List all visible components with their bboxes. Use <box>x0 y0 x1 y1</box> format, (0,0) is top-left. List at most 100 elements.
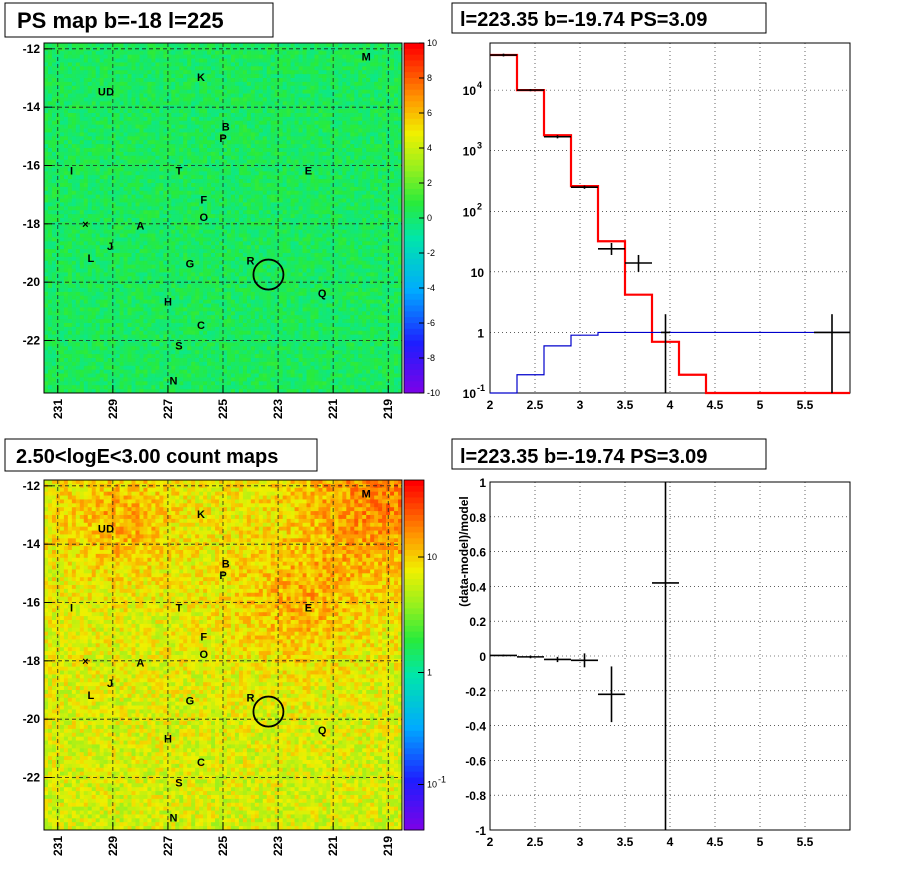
y-tick-label: -22 <box>23 334 41 348</box>
y-tick-label: -0.4 <box>465 720 486 734</box>
x-tick-label: 229 <box>106 836 120 856</box>
colorbar-step <box>404 544 424 551</box>
colorbar-step <box>404 188 424 196</box>
data-point <box>625 254 652 272</box>
colorbar-step <box>404 358 424 365</box>
source-label: K <box>197 72 205 84</box>
source-label: Q <box>318 288 327 300</box>
x-tick-label: 231 <box>51 836 65 856</box>
colorbar-tick-exp: -1 <box>438 775 446 785</box>
y-tick-label: 0.8 <box>469 511 486 525</box>
colorbar-step <box>404 602 424 609</box>
colorbar-step <box>404 491 424 498</box>
colorbar-step <box>404 695 424 703</box>
colorbar-tick-label: 10 <box>427 38 437 48</box>
colorbar-step <box>404 567 424 574</box>
y-tick-label: -20 <box>23 712 41 726</box>
ps-map-title-box: PS map b=-18 l=225 <box>4 2 274 38</box>
colorbar-step <box>404 550 424 557</box>
colorbar-step <box>404 608 424 615</box>
colorbar-step <box>404 247 424 254</box>
colorbar-tick-label: 10 <box>427 780 437 790</box>
y-tick-label: -14 <box>23 537 41 551</box>
source-label: Q <box>318 725 327 737</box>
colorbar-step <box>404 323 424 330</box>
y-tick-label: 10 <box>463 84 477 98</box>
source-label: A <box>136 658 144 670</box>
colorbar-step <box>404 60 424 67</box>
y-tick-exp: -1 <box>477 383 485 393</box>
colorbar-tick-label: 4 <box>427 143 432 153</box>
colorbar-step <box>404 555 424 563</box>
colorbar-step <box>404 66 424 73</box>
source-label: B <box>222 559 230 571</box>
colorbar-step <box>404 526 424 533</box>
colorbar-step <box>404 305 424 312</box>
source-label: G <box>186 696 195 708</box>
cross-marker: × <box>82 656 88 668</box>
data-point <box>490 53 517 57</box>
colorbar-step <box>404 253 424 260</box>
colorbar-step <box>404 818 424 825</box>
colorbar-tick-label: 10 <box>427 552 437 562</box>
colorbar-step <box>404 177 424 184</box>
colorbar-step <box>404 375 424 382</box>
colorbar-step <box>404 573 424 580</box>
colorbar-step <box>404 620 424 627</box>
y-tick-label: 1 <box>477 326 484 340</box>
y-tick-label: 0.6 <box>469 546 486 560</box>
colorbar-step <box>404 783 424 790</box>
x-tick-label: 3 <box>577 398 584 412</box>
residual-title: l=223.35 b=-19.74 PS=3.09 <box>460 446 707 468</box>
colorbar-step <box>404 649 424 656</box>
cross-marker: × <box>82 219 88 231</box>
y-tick-label: 0 <box>479 650 486 664</box>
y-tick-label: -14 <box>23 100 41 114</box>
x-tick-label: 2.5 <box>527 398 544 412</box>
selected-source-circle <box>252 258 285 291</box>
source-label: C <box>197 757 205 769</box>
colorbar-step <box>404 124 424 131</box>
colorbar-step <box>404 666 424 673</box>
colorbar-step <box>404 328 424 336</box>
colorbar-step <box>404 43 424 50</box>
selected-source-circle <box>252 695 285 728</box>
y-tick-label: -12 <box>23 42 41 56</box>
colorbar-step <box>404 631 424 638</box>
colorbar-step <box>404 585 424 592</box>
source-label: S <box>175 340 182 352</box>
colorbar-step <box>404 107 424 114</box>
source-label: H <box>164 734 172 746</box>
colorbar-step <box>404 113 424 120</box>
colorbar-step <box>404 672 424 679</box>
colorbar-step <box>404 54 424 61</box>
source-label: C <box>197 320 205 332</box>
colorbar-step <box>404 742 424 749</box>
source-label: H <box>164 297 172 309</box>
colorbar-step <box>404 760 424 767</box>
data-point <box>571 653 598 668</box>
y-tick-label: 10 <box>471 266 485 280</box>
source-label: I <box>70 602 73 614</box>
spectrum-title-box: l=223.35 b=-19.74 PS=3.09 <box>451 2 767 34</box>
colorbar-step <box>404 713 424 720</box>
colorbar-step <box>404 352 424 359</box>
colorbar-tick-label: -8 <box>427 353 435 363</box>
colorbar-step <box>404 678 424 685</box>
x-tick-label: 219 <box>381 836 395 856</box>
source-label: O <box>199 649 208 661</box>
y-tick-label: -0.6 <box>465 754 486 768</box>
colorbar-step <box>404 655 424 662</box>
colorbar-step <box>404 748 424 755</box>
source-label: D <box>106 524 114 536</box>
colorbar-step <box>404 643 424 650</box>
y-tick-label: -16 <box>23 159 41 173</box>
data-point <box>598 242 625 255</box>
source-label: N <box>169 375 177 387</box>
colorbar-step <box>404 171 424 178</box>
source-label: L <box>87 253 94 265</box>
x-tick-label: 2.5 <box>527 835 544 849</box>
source-label: M <box>362 489 371 501</box>
colorbar-step <box>404 497 424 504</box>
colorbar-step <box>404 485 424 493</box>
